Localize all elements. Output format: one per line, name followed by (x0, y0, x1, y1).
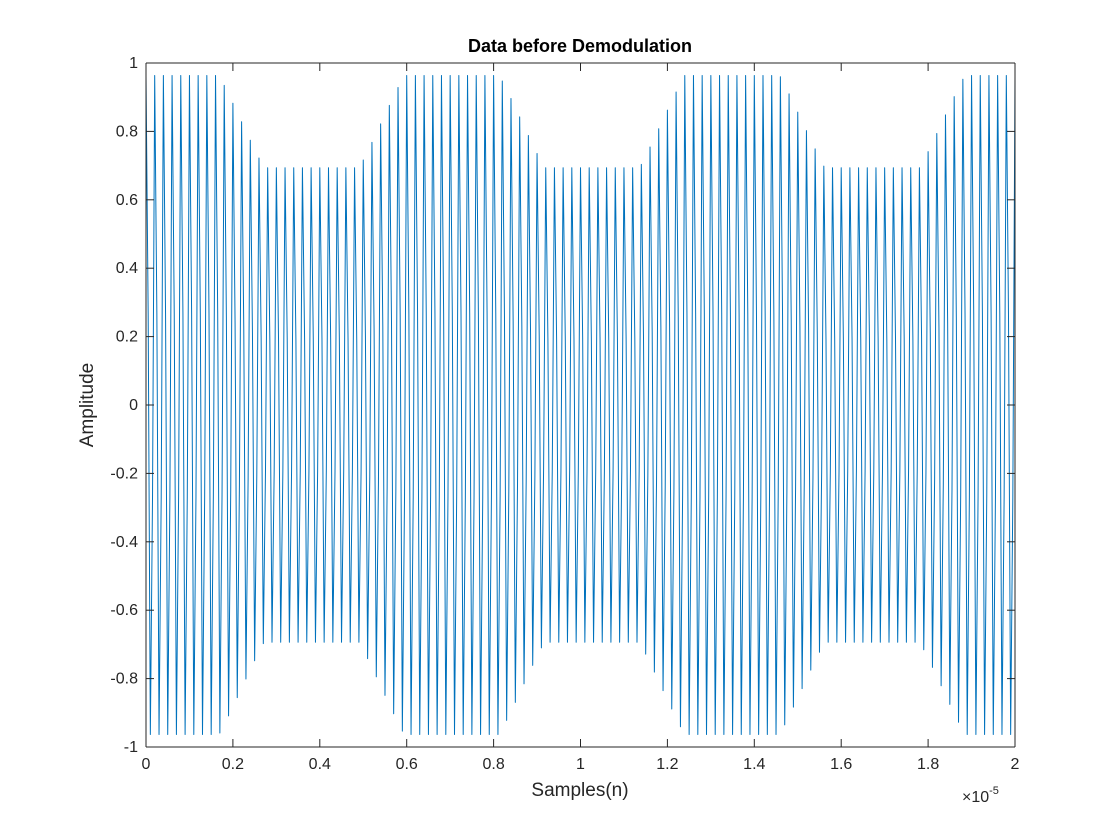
y-axis-label: Amplitude (77, 363, 98, 448)
series-layer (145, 74, 1016, 736)
x-axis-exponent: ×10-5 (962, 785, 999, 806)
y-tick-label: 0.8 (116, 123, 138, 140)
tick-label-layer: 0 0.2 0.4 0.6 0.8 1 1.2 1.4 1.6 1.8 2 -1 -0.8 -0.6 -0.… (110, 55, 1019, 773)
x-tick-label: 1 (576, 756, 585, 773)
y-tick-label: 0.2 (116, 329, 138, 346)
y-tick-label: 0.4 (116, 260, 138, 277)
y-tick-label: -0.2 (110, 465, 138, 482)
y-tick-label: 1 (129, 55, 138, 72)
x-tick-label: 1.4 (743, 756, 765, 773)
x-tick-label: 0 (142, 756, 151, 773)
x-tick-label: 1.2 (656, 756, 678, 773)
y-tick-label: -1 (124, 739, 138, 756)
series-line (145, 74, 1016, 736)
y-tick-label: 0.6 (116, 192, 138, 209)
y-tick-label: -0.6 (110, 602, 138, 619)
x-tick-label: 0.2 (222, 756, 244, 773)
x-tick-label: 1.8 (917, 756, 939, 773)
y-tick-label: 0 (129, 397, 138, 414)
x-axis-exponent-power: -5 (989, 785, 999, 797)
x-tick-label: 1.6 (830, 756, 852, 773)
tick-layer (145, 62, 1016, 748)
x-tick-label: 0.4 (309, 756, 331, 773)
y-tick-label: -0.8 (110, 671, 138, 688)
y-tick-label: -0.4 (110, 534, 138, 551)
x-tick-label: 0.6 (396, 756, 418, 773)
x-axis-exponent-base: ×10 (962, 789, 989, 806)
x-tick-label: 2 (1011, 756, 1020, 773)
x-axis-label: Samples(n) (531, 780, 628, 801)
plot-area (146, 63, 1015, 747)
x-tick-label: 0.8 (482, 756, 504, 773)
chart-title: Data before Demodulation (468, 36, 692, 56)
